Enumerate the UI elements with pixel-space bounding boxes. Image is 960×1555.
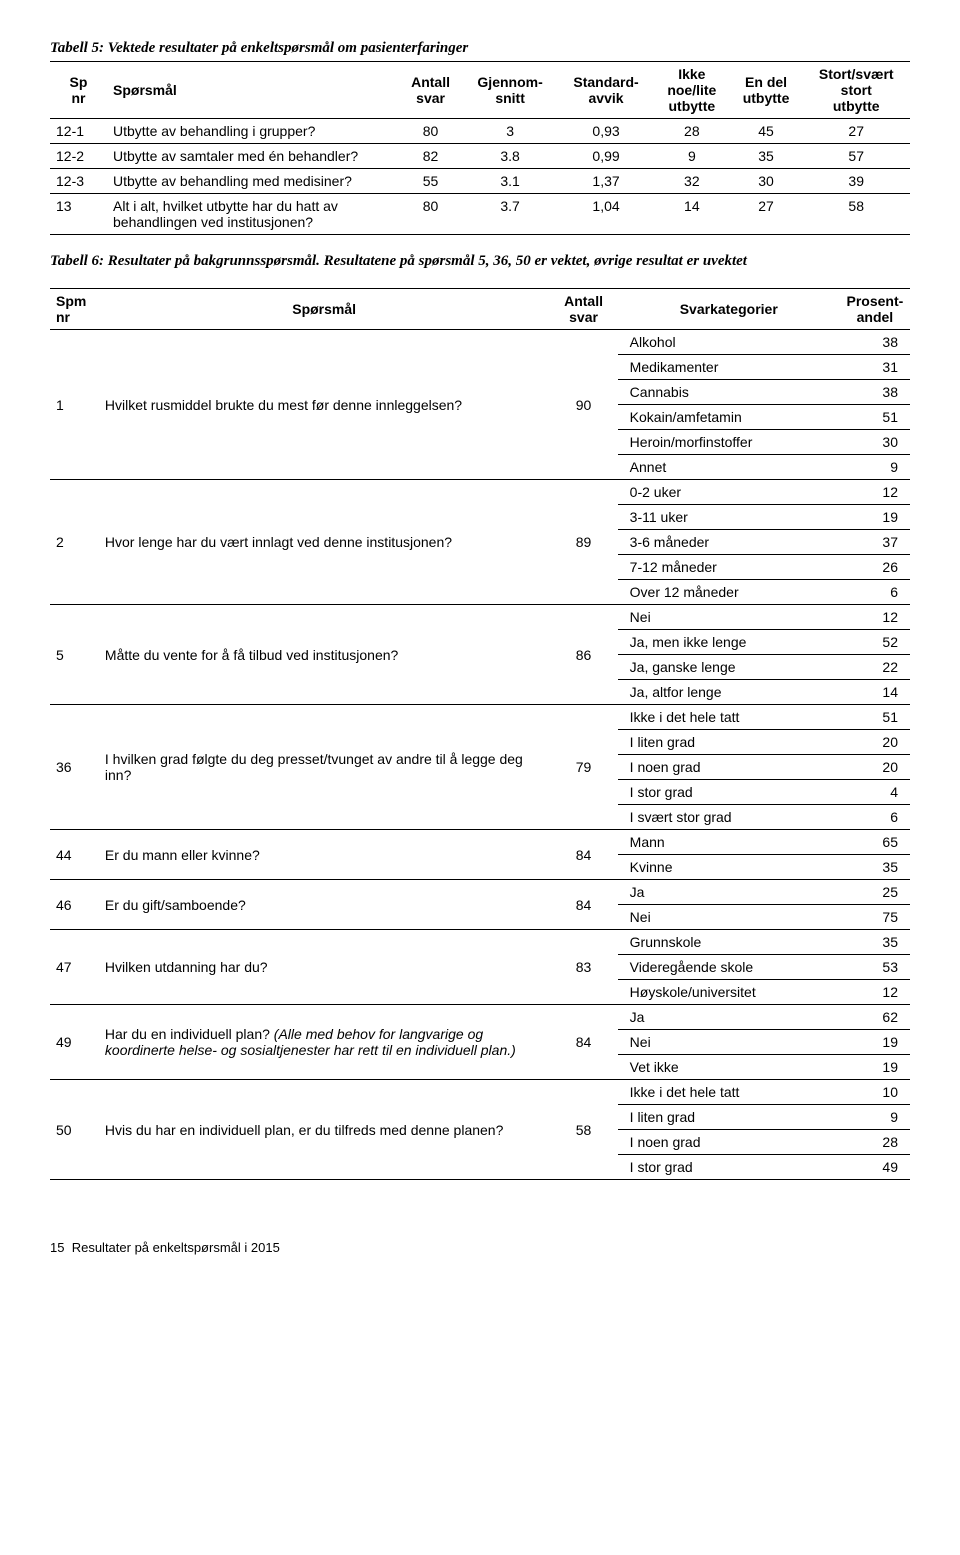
table5: Spnr Spørsmål Antallsvar Gjennom-snitt S… [50,61,910,235]
page-footer: 15 Resultater på enkeltspørsmål i 2015 [50,1240,910,1255]
table6: Spmnr Spørsmål Antallsvar Svarkategorier… [50,288,910,1180]
t6-h-kategori: Svarkategorier [618,289,840,330]
t5-h-gjennom: Gjennom-snitt [462,62,558,119]
t6-h-question: Spørsmål [99,289,549,330]
table-row: 36I hvilken grad følgte du deg presset/t… [50,705,910,730]
t5-h-antall: Antallsvar [399,62,462,119]
t5-h-stort: Stort/sværtstortutbytte [802,62,910,119]
table-row: 50Hvis du har en individuell plan, er du… [50,1080,910,1105]
t5-h-ikke: Ikkenoe/liteutbytte [654,62,730,119]
table5-title: Tabell 5: Vektede resultater på enkeltsp… [50,40,910,57]
t6-h-spm: Spmnr [50,289,99,330]
t5-h-sp: Spnr [50,62,107,119]
t6-h-antall: Antallsvar [549,289,617,330]
table-row: 2Hvor lenge har du vært innlagt ved denn… [50,480,910,505]
t5-h-standard: Standard-avvik [558,62,654,119]
table-row: 13Alt i alt, hvilket utbytte har du hatt… [50,194,910,235]
t5-h-question: Spørsmål [107,62,399,119]
footer-text: Resultater på enkeltspørsmål i 2015 [72,1240,280,1255]
table-row: 12-3Utbytte av behandling med medisiner?… [50,169,910,194]
table-row: 5Måtte du vente for å få tilbud ved inst… [50,605,910,630]
table6-title: Tabell 6: Resultater på bakgrunnsspørsmå… [50,253,910,270]
table-row: 47Hvilken utdanning har du?83Grunnskole3… [50,930,910,955]
table-row: 1Hvilket rusmiddel brukte du mest før de… [50,330,910,355]
table-row: 12-2Utbytte av samtaler med én behandler… [50,144,910,169]
t5-h-endel: En delutbytte [730,62,803,119]
table-row: 12-1Utbytte av behandling i grupper?8030… [50,119,910,144]
table-row: 46Er du gift/samboende?84Ja25 [50,880,910,905]
page-number: 15 [50,1240,64,1255]
table-row: 49Har du en individuell plan? (Alle med … [50,1005,910,1030]
table-row: 44Er du mann eller kvinne?84Mann65 [50,830,910,855]
t6-h-prosent: Prosent-andel [840,289,910,330]
